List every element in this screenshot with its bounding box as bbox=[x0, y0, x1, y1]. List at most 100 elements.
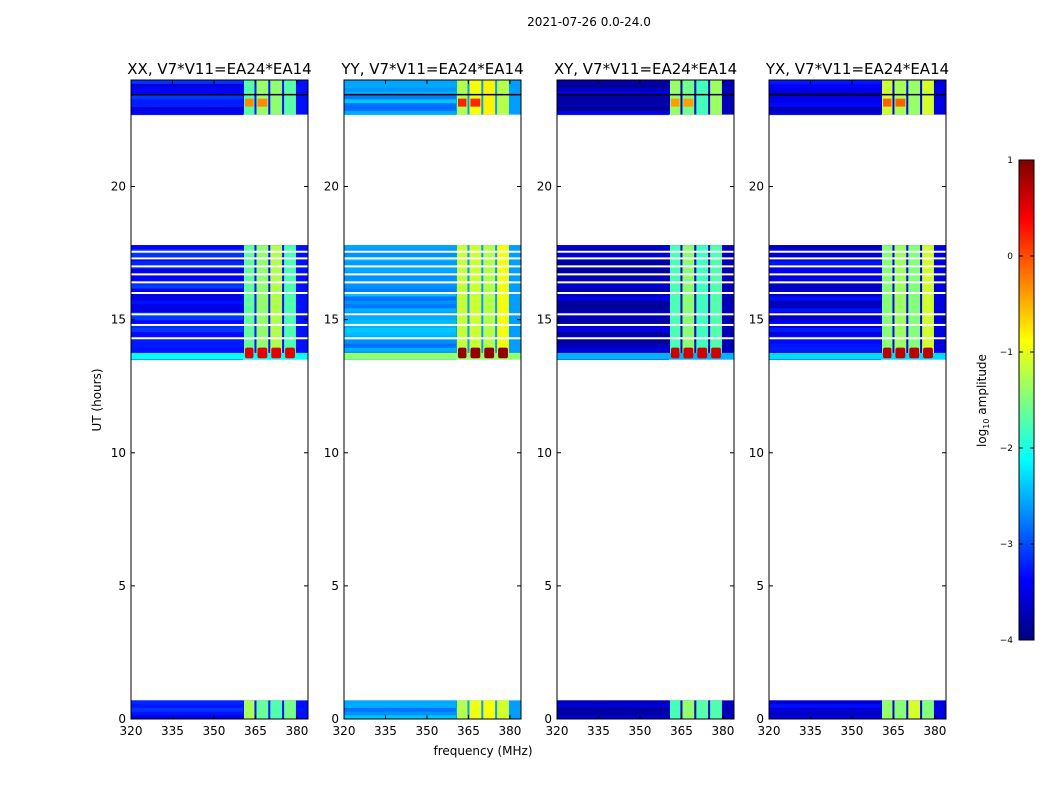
gap-line bbox=[769, 281, 946, 284]
noise-stripe bbox=[769, 715, 882, 720]
gap-line bbox=[344, 323, 521, 326]
y-tick-label: 10 bbox=[324, 446, 339, 460]
noise-stripe bbox=[557, 103, 670, 108]
band-cell bbox=[270, 245, 283, 360]
peak-cell bbox=[484, 347, 495, 359]
noise-stripe bbox=[131, 103, 244, 108]
noise-stripe bbox=[557, 327, 670, 333]
y-tick-label: 10 bbox=[111, 446, 126, 460]
colorbar-label-sub: 10 bbox=[982, 419, 991, 429]
noise-stripe bbox=[131, 704, 244, 709]
band-cell bbox=[457, 700, 468, 719]
noise-stripe bbox=[344, 80, 457, 85]
colorbar-label-log: log bbox=[975, 429, 989, 447]
onset-strip bbox=[557, 352, 734, 360]
y-tick-label: 20 bbox=[324, 180, 339, 194]
band-cell bbox=[922, 80, 934, 115]
noise-stripe bbox=[131, 711, 244, 716]
hot-cell bbox=[470, 98, 481, 107]
hot-cell bbox=[671, 98, 680, 107]
noise-stripe bbox=[131, 300, 244, 305]
noise-stripe bbox=[131, 99, 244, 104]
x-tick-label: 350 bbox=[841, 724, 864, 738]
noise-stripe bbox=[769, 245, 882, 250]
noise-stripe bbox=[769, 704, 882, 709]
noise-stripe bbox=[131, 276, 244, 282]
panel-4: YX, V7*V11=EA24*EA14 320 335 350 365 380 0 5 10 1… bbox=[749, 60, 949, 738]
band-cell bbox=[457, 245, 468, 360]
noise-stripe bbox=[131, 308, 244, 313]
colorbar-tick-label: 0 bbox=[1007, 252, 1013, 262]
noise-stripe bbox=[769, 347, 882, 353]
band-cell bbox=[270, 700, 283, 719]
noise-stripe bbox=[344, 339, 457, 345]
band-cell bbox=[908, 245, 921, 360]
noise-stripe bbox=[131, 320, 244, 325]
x-tick-label: 320 bbox=[758, 724, 781, 738]
gap-line bbox=[344, 265, 521, 268]
y-tick-label: 5 bbox=[544, 579, 552, 593]
gap-line bbox=[344, 313, 521, 316]
band-cell bbox=[908, 700, 921, 719]
noise-stripe bbox=[769, 707, 882, 713]
x-tick-label: 335 bbox=[587, 724, 610, 738]
noise-stripe bbox=[131, 327, 244, 333]
hot-cell bbox=[257, 98, 268, 107]
noise-stripe bbox=[769, 284, 882, 290]
noise-stripe bbox=[131, 347, 244, 353]
noise-stripe bbox=[557, 91, 670, 96]
gap-line bbox=[131, 337, 308, 340]
y-tick-label: 10 bbox=[749, 446, 764, 460]
onset-strip bbox=[344, 352, 521, 360]
y-tick-label: 20 bbox=[749, 180, 764, 194]
noise-stripe bbox=[557, 284, 670, 290]
plot-frame bbox=[343, 79, 522, 720]
noise-stripe bbox=[557, 245, 670, 250]
noise-stripe bbox=[769, 296, 882, 301]
noise-stripe bbox=[344, 316, 457, 321]
noise-stripe bbox=[131, 87, 244, 93]
noise-stripe bbox=[557, 316, 670, 321]
band-cell bbox=[922, 700, 934, 719]
band-cell bbox=[284, 80, 296, 115]
peak-cell bbox=[271, 347, 282, 359]
x-tick-label: 365 bbox=[882, 724, 905, 738]
band-cell bbox=[682, 245, 695, 360]
gap-line bbox=[344, 257, 521, 260]
gap-line bbox=[131, 292, 308, 294]
noise-stripe bbox=[344, 91, 457, 96]
peak-cell bbox=[285, 347, 295, 359]
noise-stripe bbox=[131, 715, 244, 720]
panel-3: XY, V7*V11=EA24*EA14 320 335 350 365 380 0 5 10 1… bbox=[537, 60, 737, 738]
x-tick-label: 380 bbox=[711, 724, 734, 738]
flag-line bbox=[769, 93, 946, 96]
peak-cell bbox=[895, 347, 906, 359]
band-cell bbox=[497, 80, 509, 115]
noise-stripe bbox=[769, 99, 882, 104]
noise-stripe bbox=[769, 343, 882, 349]
colorbar: 10−1−2−3−4 log10 amplitude bbox=[975, 156, 1035, 646]
panels: XX, V7*V11=EA24*EA14 320 335 350 365 380 0 5 10 1… bbox=[111, 60, 949, 738]
noise-stripe bbox=[344, 106, 457, 112]
panel-title: YY, V7*V11=EA24*EA14 bbox=[340, 60, 523, 78]
colorbar-label-rest: amplitude bbox=[975, 354, 989, 418]
noise-stripe bbox=[769, 711, 882, 716]
noise-stripe bbox=[557, 711, 670, 716]
noise-stripe bbox=[769, 276, 882, 282]
noise-stripe bbox=[344, 304, 457, 309]
noise-stripe bbox=[131, 343, 244, 349]
noise-stripe bbox=[769, 80, 882, 85]
band-cell bbox=[270, 80, 283, 115]
band-cell bbox=[483, 80, 496, 115]
band-cell bbox=[882, 700, 893, 719]
band-cell bbox=[244, 700, 255, 719]
peak-cell bbox=[711, 347, 721, 359]
noise-stripe bbox=[131, 324, 244, 329]
noise-stripe bbox=[344, 308, 457, 313]
band-cell bbox=[244, 245, 255, 360]
band-cell bbox=[710, 80, 722, 115]
x-tick-label: 320 bbox=[120, 724, 143, 738]
colorbar-tick-label: 1 bbox=[1007, 156, 1013, 166]
onset-strip bbox=[131, 352, 308, 360]
y-tick-label: 0 bbox=[544, 712, 552, 726]
